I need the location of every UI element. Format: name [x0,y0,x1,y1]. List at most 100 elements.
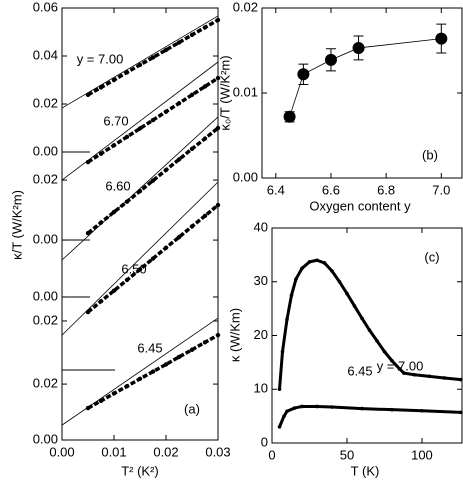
data-point [111,209,117,215]
series-label: 6.60 [105,178,130,193]
data-point [137,376,143,381]
data-point [215,202,221,208]
data-point [280,349,285,354]
y-tick-label: 10 [254,381,268,396]
data-point [163,362,169,367]
y-tick-label: 0.01 [233,84,258,99]
data-point [330,269,334,273]
data-point [277,387,282,392]
data-point [137,126,143,131]
data-point [176,157,182,162]
data-point [98,398,104,404]
series-label: y = 7.00 [77,51,124,66]
data-point [163,109,169,114]
data-point [282,414,286,418]
y-tick-label: 40 [254,219,268,234]
data-point [98,85,104,90]
data-point [85,309,91,315]
data-point [367,328,372,332]
x-tick-label: 0 [268,447,275,462]
panel-label: (a) [184,401,200,416]
data-point [277,425,282,429]
data-point [98,151,104,156]
fit-line [61,116,219,261]
data-point [202,340,208,345]
data-point [337,279,342,284]
y-axis-label: κ (W/Km) [227,308,242,362]
y-tick-label: 0.02 [33,312,58,327]
data-point [189,32,195,38]
data-point [124,70,130,75]
data-point [85,159,91,165]
data-trace [87,18,219,97]
x-tick-label: 0.00 [49,444,74,459]
data-point [176,101,182,106]
data-point [459,377,463,382]
series-label: 6.50 [121,261,146,276]
series-label: 6.45 [137,340,162,355]
data-point [330,405,334,409]
x-tick-label: 7.0 [432,182,450,197]
data-point [189,224,195,229]
y-tick-label: 0.02 [233,0,258,14]
data-point [189,146,195,152]
data-point [111,391,117,396]
data-point [124,199,130,204]
data-point [345,291,349,296]
data-point [352,304,357,308]
data-point [163,167,169,173]
data-point [150,256,156,261]
x-tick-label: 6.6 [322,182,340,197]
x-tick-label: 50 [340,447,354,462]
series-label: 6.45 [347,363,372,378]
data-point [397,367,402,371]
y-tick-label: 0.06 [33,0,58,14]
data-point [215,75,221,81]
data-point [150,117,156,123]
data-point [322,261,327,265]
y-tick-label: 20 [254,327,268,342]
data-point [85,405,91,411]
data-point [324,53,337,66]
data-point [315,404,319,409]
y-tick-label: 0.02 [33,376,58,391]
data-point [285,409,289,414]
fit-line [61,61,219,181]
y-tick-label: 0.02 [33,172,58,187]
data-point [375,339,379,343]
plot-frame [61,7,219,441]
data-point [176,40,182,45]
data-point [163,47,169,53]
y-axis-label: κ₀/T (W/K²m) [217,55,232,130]
y-tick-label: 0.00 [33,288,58,303]
data-point [420,408,424,413]
x-tick-label: 0.01 [101,444,126,459]
data-point [285,317,289,322]
y-tick-label: 0 [261,434,268,449]
x-axis-label: Oxygen content y [309,198,411,213]
data-point [189,92,195,98]
data-point [137,188,143,194]
data-point [215,125,221,131]
data-point [294,277,298,281]
data-line [278,404,462,428]
x-tick-label: 100 [411,447,433,462]
data-point [163,245,169,250]
data-point [98,299,104,304]
data-point [215,17,221,23]
data-point [124,384,130,389]
panel-label: (c) [424,249,439,264]
x-tick-label: 6.8 [377,182,395,197]
data-point [176,354,182,360]
data-point [289,293,294,297]
data-point [202,213,208,219]
data-point [85,230,91,236]
connect-line [289,38,442,117]
data-point [202,25,208,30]
y-tick-label: 0.04 [33,47,58,62]
data-point [202,84,208,89]
data-point [98,220,104,225]
data-point [137,62,143,68]
data-point [435,32,448,45]
